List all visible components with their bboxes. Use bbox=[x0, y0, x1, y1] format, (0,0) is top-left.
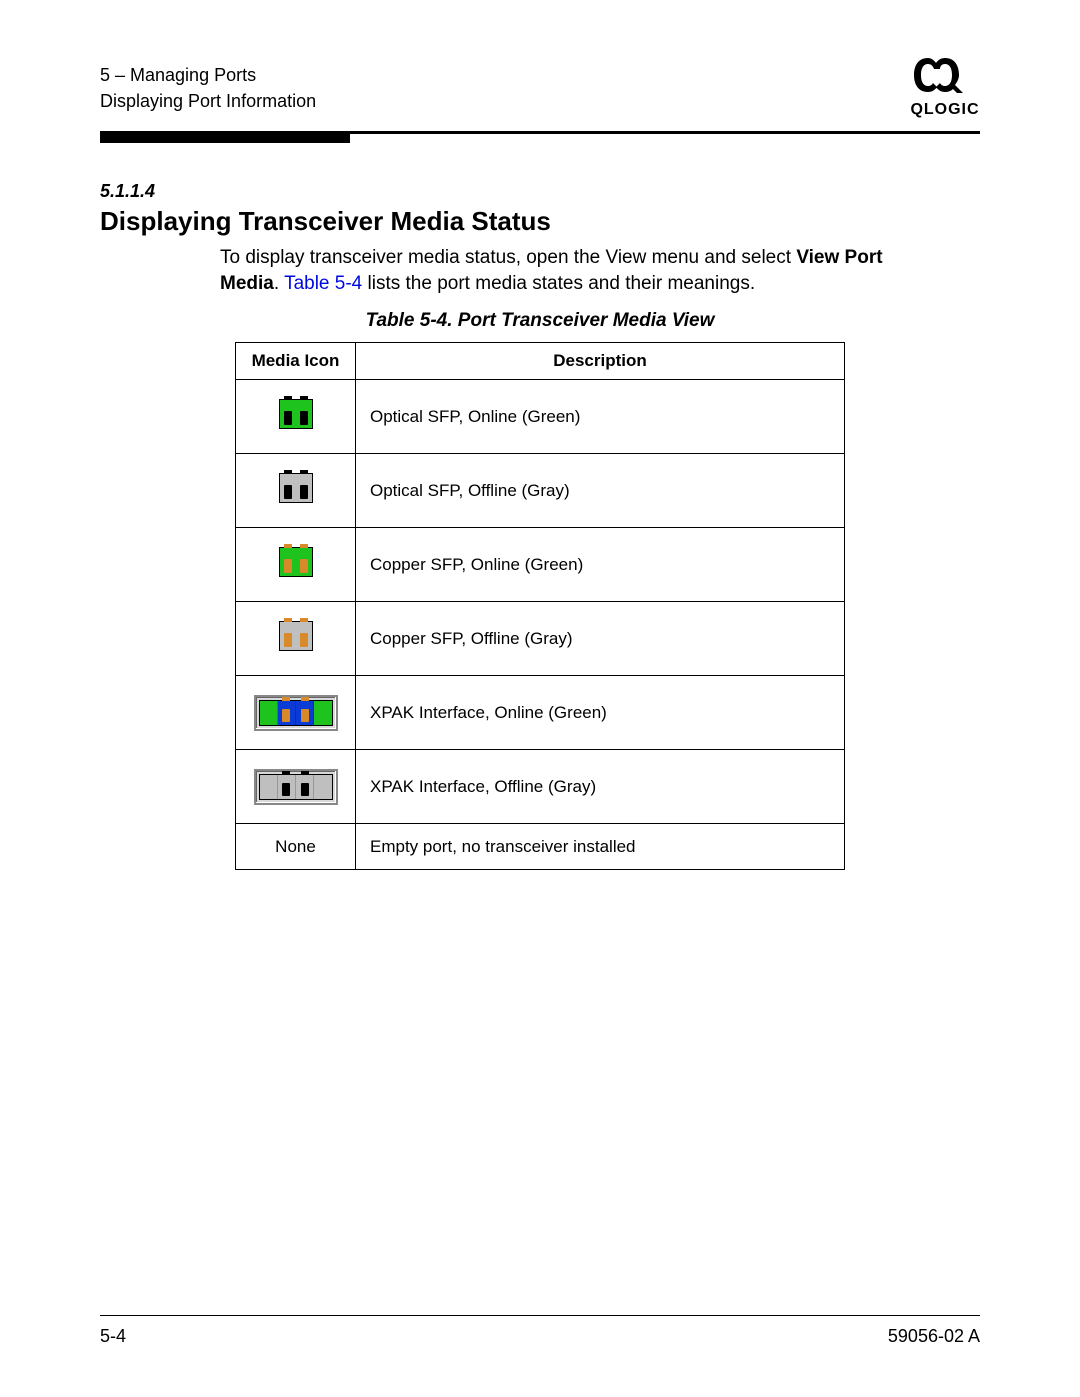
header-rule bbox=[100, 131, 980, 143]
table-row: Copper SFP, Offline (Gray) bbox=[236, 602, 845, 676]
page-header: 5 – Managing Ports Displaying Port Infor… bbox=[100, 56, 980, 119]
icon-cell: None bbox=[236, 824, 356, 870]
sfp-icon bbox=[279, 473, 313, 503]
icon-cell bbox=[236, 454, 356, 528]
desc-cell: Empty port, no transceiver installed bbox=[356, 824, 845, 870]
brand-block: QLOGIC bbox=[910, 56, 980, 119]
desc-cell: Optical SFP, Online (Green) bbox=[356, 380, 845, 454]
col-header-icon: Media Icon bbox=[236, 343, 356, 380]
desc-cell: Optical SFP, Offline (Gray) bbox=[356, 454, 845, 528]
section-intro: To display transceiver media status, ope… bbox=[220, 245, 920, 296]
xpak-icon bbox=[254, 769, 338, 805]
section-line: Displaying Port Information bbox=[100, 88, 316, 114]
none-label: None bbox=[275, 837, 316, 856]
table-row: None Empty port, no transceiver installed bbox=[236, 824, 845, 870]
sfp-icon bbox=[279, 547, 313, 577]
table-row: Optical SFP, Online (Green) bbox=[236, 380, 845, 454]
table-row: XPAK Interface, Offline (Gray) bbox=[236, 750, 845, 824]
header-text: 5 – Managing Ports Displaying Port Infor… bbox=[100, 56, 316, 114]
table-caption: Table 5-4. Port Transceiver Media View bbox=[100, 310, 980, 332]
icon-cell bbox=[236, 750, 356, 824]
icon-cell bbox=[236, 380, 356, 454]
icon-cell bbox=[236, 528, 356, 602]
intro-text-2: . bbox=[274, 273, 284, 294]
icon-cell bbox=[236, 602, 356, 676]
desc-cell: Copper SFP, Online (Green) bbox=[356, 528, 845, 602]
intro-text-1: To display transceiver media status, ope… bbox=[220, 247, 796, 268]
table-xref[interactable]: Table 5-4 bbox=[284, 273, 362, 294]
footer-rule bbox=[100, 1315, 980, 1317]
media-table: Media Icon Description Optical SFP, Onli… bbox=[235, 342, 845, 870]
desc-cell: Copper SFP, Offline (Gray) bbox=[356, 602, 845, 676]
icon-cell bbox=[236, 676, 356, 750]
doc-number: 59056-02 A bbox=[888, 1326, 980, 1347]
brand-name: QLOGIC bbox=[910, 101, 980, 119]
sfp-icon bbox=[279, 621, 313, 651]
desc-cell: XPAK Interface, Offline (Gray) bbox=[356, 750, 845, 824]
table-row: Optical SFP, Offline (Gray) bbox=[236, 454, 845, 528]
qlogic-logo-icon bbox=[910, 56, 980, 94]
page: 5 – Managing Ports Displaying Port Infor… bbox=[0, 0, 1080, 1397]
section-title: Displaying Transceiver Media Status bbox=[100, 206, 980, 237]
table-row: Copper SFP, Online (Green) bbox=[236, 528, 845, 602]
intro-text-3: lists the port media states and their me… bbox=[362, 273, 755, 294]
xpak-icon bbox=[254, 695, 338, 731]
sfp-icon bbox=[279, 399, 313, 429]
chapter-line: 5 – Managing Ports bbox=[100, 62, 316, 88]
table-row: XPAK Interface, Online (Green) bbox=[236, 676, 845, 750]
page-number: 5-4 bbox=[100, 1326, 126, 1347]
table-header-row: Media Icon Description bbox=[236, 343, 845, 380]
section-number: 5.1.1.4 bbox=[100, 181, 980, 202]
desc-cell: XPAK Interface, Online (Green) bbox=[356, 676, 845, 750]
page-footer: 5-4 59056-02 A bbox=[100, 1315, 980, 1348]
col-header-desc: Description bbox=[356, 343, 845, 380]
